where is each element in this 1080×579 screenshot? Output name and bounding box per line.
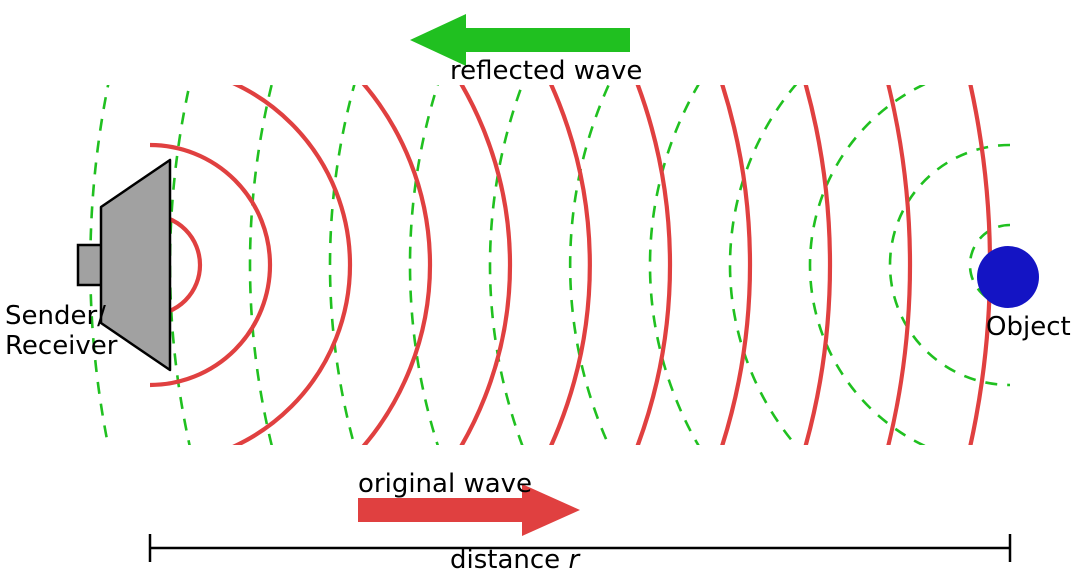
sender-receiver-line1: Sender/ (5, 301, 106, 331)
reflected-arrow-shaft (466, 28, 630, 52)
reflected-wave-text: reflected wave (450, 56, 642, 86)
object-label-text: Object (986, 312, 1071, 342)
object-circle (977, 246, 1039, 308)
sender-receiver-label: Sender/ Receiver (5, 302, 117, 362)
reflected-wave-label: reflected wave (450, 57, 642, 87)
distance-label: distance r (450, 546, 579, 576)
distance-label-r: r (568, 545, 579, 575)
distance-label-pre: distance (450, 545, 568, 575)
original-wave-label: original wave (358, 470, 532, 500)
object-label: Object (986, 313, 1071, 343)
original-wave-text: original wave (358, 469, 532, 499)
original-arrow-shaft (358, 498, 522, 522)
reflected-wave-arc (730, 0, 1010, 545)
original-wave-arc (150, 0, 430, 545)
sender-receiver-line2: Receiver (5, 331, 117, 361)
